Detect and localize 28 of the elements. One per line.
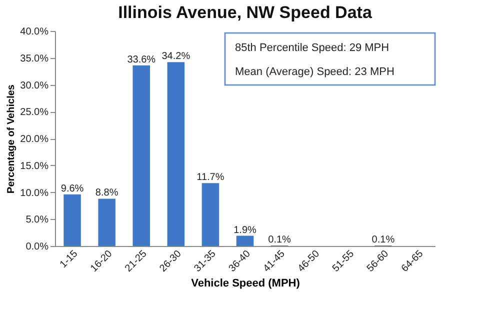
data-label: 0.1%	[268, 234, 292, 246]
data-label: 1.9%	[234, 224, 257, 236]
y-tick-label: 40.0%	[20, 26, 49, 38]
chart-title: Illinois Avenue, NW Speed Data	[118, 3, 372, 22]
bar	[167, 62, 185, 246]
bar	[132, 65, 150, 246]
y-tick-label: 30.0%	[20, 80, 49, 92]
y-tick-label: 5.0%	[26, 214, 49, 226]
y-tick-label: 20.0%	[20, 134, 49, 145]
bar	[202, 183, 220, 246]
bar	[64, 194, 81, 246]
data-label: 33.6%	[127, 54, 156, 66]
x-axis-title: Vehicle Speed (MPH)	[191, 278, 300, 290]
y-tick-label: 35.0%	[20, 53, 49, 64]
data-label: 8.8%	[95, 188, 118, 199]
data-label: 11.7%	[196, 172, 224, 184]
bar	[236, 236, 254, 246]
data-label: 0.1%	[372, 234, 395, 246]
annotation: Mean (Average) Speed: 23 MPH	[235, 66, 394, 78]
y-axis-title: Percentage of Vehicles	[6, 84, 18, 194]
y-tick-label: 10.0%	[20, 188, 49, 199]
y-tick-label: 0.0%	[26, 242, 49, 252]
data-label: 9.6%	[60, 183, 84, 194]
data-label: 34.2%	[162, 51, 190, 62]
y-tick-label: 25.0%	[20, 107, 49, 118]
bar	[98, 198, 116, 246]
y-tick-label: 15.0%	[20, 160, 49, 172]
annotation: 85th Percentile Speed: 29 MPH	[235, 42, 390, 54]
